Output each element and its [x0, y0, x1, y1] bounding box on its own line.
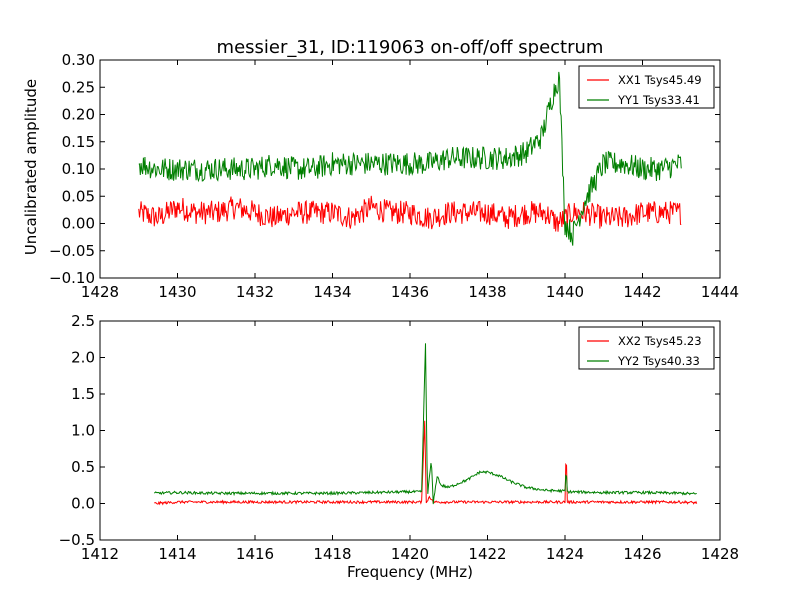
x-tick-label: 1414	[158, 545, 196, 563]
chart-panel-1: 1428 1430 1432 1434 1436 1438 1440 1442 1444 −0.1…	[22, 37, 739, 301]
legend-label: XX1 Tsys45.49	[618, 73, 702, 87]
legend: XX1 Tsys45.49 YY1 Tsys33.41	[578, 65, 715, 109]
x-tick-label: 1434	[313, 283, 351, 301]
y-tick-label: 2.0	[71, 349, 95, 367]
x-tick-label: 1424	[546, 545, 584, 563]
y-tick-label: −0.05	[49, 242, 95, 260]
x-tick-label: 1432	[236, 283, 274, 301]
legend-label: YY2 Tsys40.33	[617, 354, 700, 368]
legend-label: XX2 Tsys45.23	[618, 334, 702, 348]
legend-box	[578, 326, 715, 370]
x-axis-label: Frequency (MHz)	[347, 563, 473, 581]
y-tick-label: 0.00	[62, 215, 95, 233]
y-tick-label: −0.10	[49, 269, 95, 287]
x-tick-label: 1438	[468, 283, 506, 301]
y-tick-label: 2.5	[71, 312, 95, 330]
legend-box	[578, 65, 715, 109]
y-tick-label: 0.05	[62, 187, 95, 205]
x-tick-label: 1430	[158, 283, 196, 301]
series-line-2-2	[153, 343, 697, 505]
x-tick-label: 1444	[701, 283, 739, 301]
x-tick-label: 1422	[468, 545, 506, 563]
y-tick-label: 0.25	[62, 78, 95, 96]
chart-panel-2: 1412 1414 1416 1418 1420 1422 1424 1426 1428 −0.5…	[59, 312, 740, 581]
x-tick-label: 1436	[391, 283, 429, 301]
x-tick-label: 1416	[236, 545, 274, 563]
y-axis-label: Uncalibrated amplitude	[22, 79, 40, 255]
legend: XX2 Tsys45.23 YY2 Tsys40.33	[578, 326, 715, 370]
x-tick-label: 1428	[81, 283, 119, 301]
y-tick-label: 1.5	[71, 385, 95, 403]
y-tick-label: 0.0	[71, 495, 95, 513]
legend-label: YY1 Tsys33.41	[617, 93, 700, 107]
y-tick-label: 1.0	[71, 422, 95, 440]
y-tick-label: 0.5	[71, 458, 95, 476]
x-tick-label: 1420	[391, 545, 429, 563]
x-tick-label: 1412	[81, 545, 119, 563]
x-tick-label: 1426	[623, 545, 661, 563]
y-tick-label: 0.20	[62, 106, 95, 124]
series-line-1-2	[138, 71, 682, 246]
x-tick-label: 1428	[701, 545, 739, 563]
y-tick-label: 0.15	[62, 133, 95, 151]
x-tick-label: 1418	[313, 545, 351, 563]
series-line-2-1	[154, 420, 698, 506]
x-tick-label: 1440	[546, 283, 584, 301]
y-tick-label: 0.10	[62, 160, 95, 178]
x-tick-label: 1442	[623, 283, 661, 301]
chart-title: messier_31, ID:119063 on-off/off spectru…	[217, 37, 604, 58]
series-line-1-1	[138, 195, 682, 232]
y-tick-label: 0.30	[62, 51, 95, 69]
y-tick-label: −0.5	[59, 531, 95, 549]
